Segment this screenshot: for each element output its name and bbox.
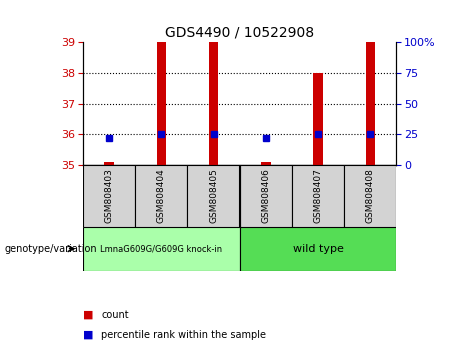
Bar <box>240 227 396 271</box>
Text: wild type: wild type <box>293 244 343 254</box>
Bar <box>344 165 396 227</box>
Text: GSM808404: GSM808404 <box>157 168 166 223</box>
Text: GSM808408: GSM808408 <box>366 168 375 223</box>
Text: GSM808406: GSM808406 <box>261 168 270 223</box>
Bar <box>104 162 114 165</box>
Text: GSM808403: GSM808403 <box>105 168 113 223</box>
Text: GSM808407: GSM808407 <box>313 168 323 223</box>
Text: percentile rank within the sample: percentile rank within the sample <box>101 330 266 339</box>
Bar <box>209 42 219 165</box>
Bar <box>135 165 188 227</box>
Bar <box>292 165 344 227</box>
Text: LmnaG609G/G609G knock-in: LmnaG609G/G609G knock-in <box>100 244 222 253</box>
Bar <box>261 162 271 165</box>
Bar <box>83 165 135 227</box>
Bar <box>366 42 375 165</box>
Bar <box>240 165 292 227</box>
Bar <box>83 227 240 271</box>
Text: ■: ■ <box>83 330 94 339</box>
Text: genotype/variation: genotype/variation <box>5 244 97 254</box>
Bar <box>157 42 166 165</box>
Bar <box>188 165 240 227</box>
Text: GSM808405: GSM808405 <box>209 168 218 223</box>
Text: ■: ■ <box>83 310 94 320</box>
Text: count: count <box>101 310 129 320</box>
Title: GDS4490 / 10522908: GDS4490 / 10522908 <box>165 26 314 40</box>
Bar <box>313 73 323 165</box>
